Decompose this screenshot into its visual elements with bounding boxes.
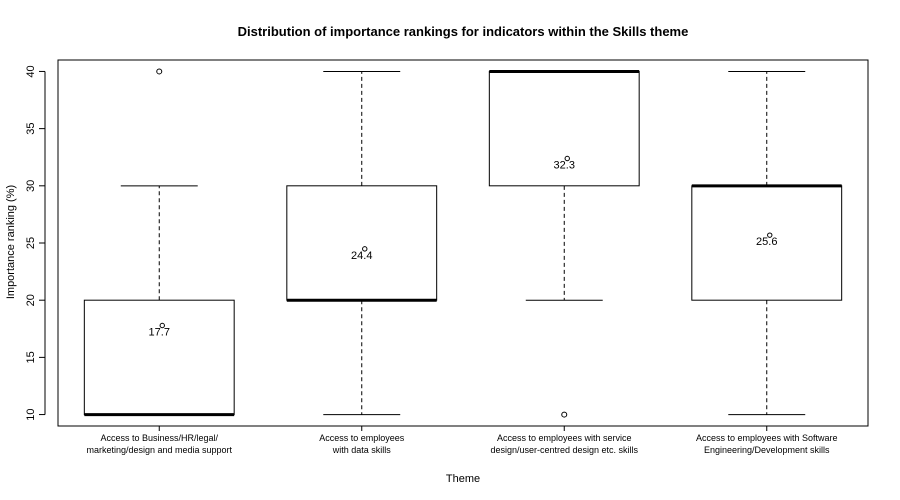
x-category-label: with data skills bbox=[332, 445, 392, 455]
y-tick-label: 35 bbox=[25, 123, 37, 135]
x-category-label: Engineering/Development skills bbox=[704, 445, 830, 455]
box-iqr bbox=[488, 70, 640, 187]
y-axis-label: Importance ranking (%) bbox=[5, 185, 17, 299]
box-iqr bbox=[691, 185, 843, 301]
outlier-point bbox=[156, 68, 163, 75]
mean-point bbox=[767, 232, 773, 238]
box-iqr bbox=[83, 299, 235, 416]
box-iqr bbox=[286, 185, 438, 301]
mean-label: 17.7 bbox=[149, 326, 170, 338]
outlier-point bbox=[561, 411, 568, 418]
mean-label: 32.3 bbox=[554, 160, 575, 172]
box-2: 24.4 bbox=[286, 70, 438, 416]
box-3: 32.3 bbox=[488, 69, 640, 418]
x-category-label: Access to employees with Software bbox=[696, 433, 838, 443]
y-axis: 10 15 20 25 30 35 40 bbox=[25, 65, 46, 421]
x-category-label: marketing/design and media support bbox=[86, 445, 232, 455]
y-tick-label: 40 bbox=[25, 65, 37, 77]
y-tick-label: 20 bbox=[25, 294, 37, 306]
y-tick-label: 25 bbox=[25, 237, 37, 249]
mean-point bbox=[159, 322, 165, 329]
x-category-label: Access to employees bbox=[319, 433, 405, 443]
x-category-label: design/user-centred design etc. skills bbox=[490, 445, 638, 455]
boxes-group: 17.7 24.4 32.3 25.6 bbox=[83, 68, 843, 418]
box-1: 17.7 bbox=[83, 68, 235, 417]
y-tick-label: 10 bbox=[25, 408, 37, 420]
plot-frame bbox=[57, 59, 869, 427]
chart-title: Distribution of importance rankings for … bbox=[238, 24, 689, 39]
y-tick-label: 30 bbox=[25, 180, 37, 192]
x-axis-label: Theme bbox=[446, 473, 480, 485]
mean-point bbox=[564, 155, 570, 162]
x-category-label: Access to employees with service bbox=[497, 433, 632, 443]
mean-label: 24.4 bbox=[351, 250, 372, 262]
x-axis-categories: Access to Business/HR/legal/marketing/de… bbox=[86, 426, 838, 455]
mean-label: 25.6 bbox=[756, 236, 777, 248]
x-category-label: Access to Business/HR/legal/ bbox=[100, 433, 218, 443]
mean-point bbox=[362, 246, 368, 252]
y-tick-label: 15 bbox=[25, 351, 37, 363]
box-4: 25.6 bbox=[691, 70, 843, 416]
